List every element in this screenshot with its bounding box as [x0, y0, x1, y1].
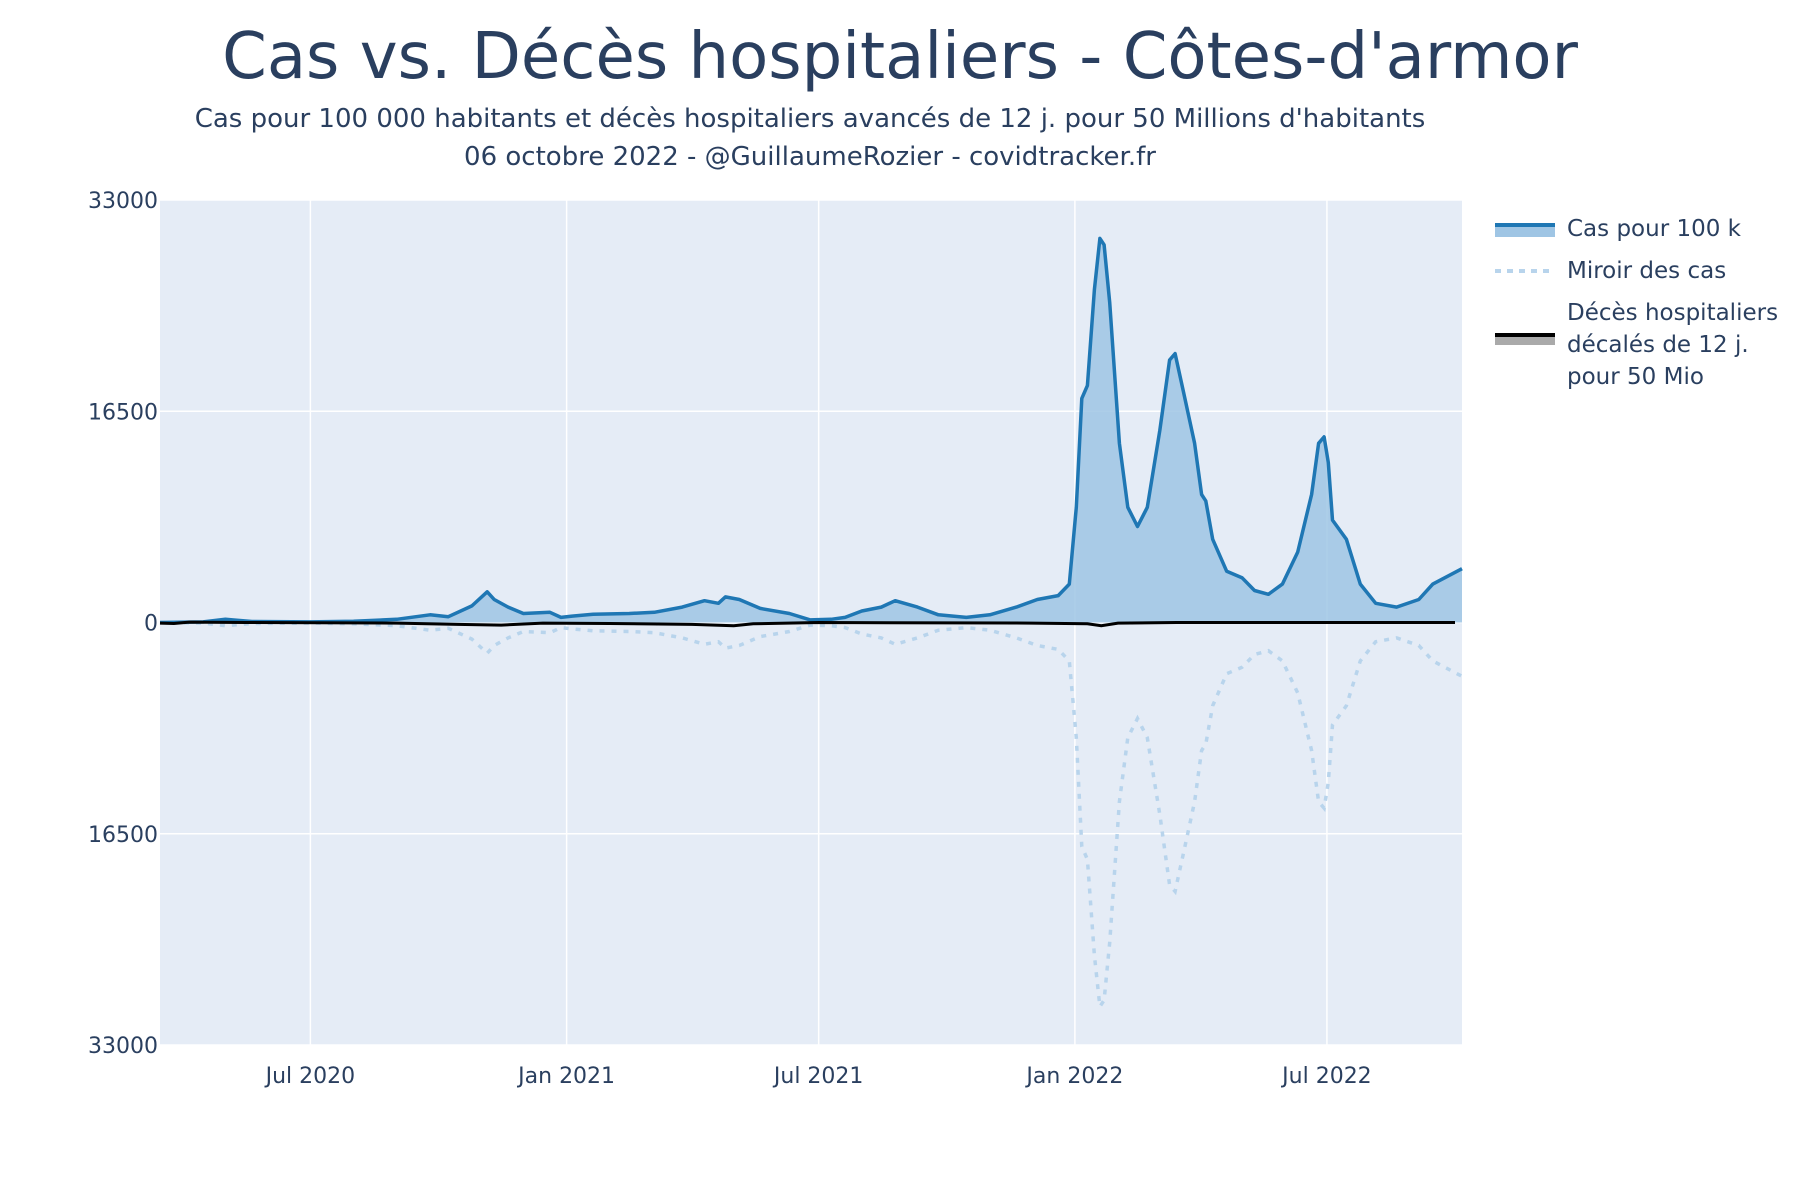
mirror-line [159, 620, 1463, 1012]
deaths-line [159, 620, 1455, 628]
legend: Cas pour 100 k Miroir des cas Décès hosp… [1495, 213, 1795, 403]
legend-label-deaths: Décès hospitaliers décalés de 12 j. pour… [1567, 300, 1779, 390]
y-tick-label: 16500 [88, 400, 158, 425]
y-tick-label: 33000 [88, 1034, 158, 1059]
x-tick-label: Jan 2022 [1024, 1064, 1123, 1089]
y-axis: 33000 16500 0 16500 33000 [88, 189, 158, 1059]
legend-item-cases[interactable]: Cas pour 100 k [1495, 213, 1795, 245]
x-axis: Jul 2020 Jan 2021 Jul 2021 Jan 2022 Jul 2022 [264, 1064, 1372, 1089]
x-tick-label: Jul 2020 [264, 1064, 356, 1089]
legend-label-cases: Cas pour 100 k [1567, 216, 1741, 242]
chart-title: Cas vs. Décès hospitaliers - Côtes-d'arm… [222, 20, 1578, 94]
cases-line [159, 236, 1463, 625]
legend-item-deaths[interactable]: Décès hospitaliers décalés de 12 j. pour… [1495, 297, 1795, 393]
y-tick-label: 0 [144, 612, 158, 637]
deaths-swatch-icon [1495, 333, 1555, 345]
legend-item-mirror[interactable]: Miroir des cas [1495, 255, 1795, 287]
cases-swatch-icon [1495, 223, 1555, 237]
y-tick-label: 16500 [88, 823, 158, 848]
x-tick-label: Jan 2021 [516, 1064, 615, 1089]
legend-swatch-deaths [1495, 321, 1555, 351]
mirror-swatch-icon [1495, 269, 1555, 273]
legend-label-mirror: Miroir des cas [1567, 258, 1727, 284]
chart-subtitle-line1: Cas pour 100 000 habitants et décès hosp… [194, 104, 1426, 134]
chart-subtitle-line2: 06 octobre 2022 - @GuillaumeRozier - cov… [464, 142, 1156, 172]
series-layer [159, 236, 1463, 1012]
legend-swatch-cases [1495, 213, 1555, 243]
x-tick-label: Jul 2022 [1280, 1064, 1372, 1089]
x-tick-label: Jul 2021 [772, 1064, 864, 1089]
y-tick-label: 33000 [88, 189, 158, 214]
legend-swatch-mirror [1495, 255, 1555, 285]
